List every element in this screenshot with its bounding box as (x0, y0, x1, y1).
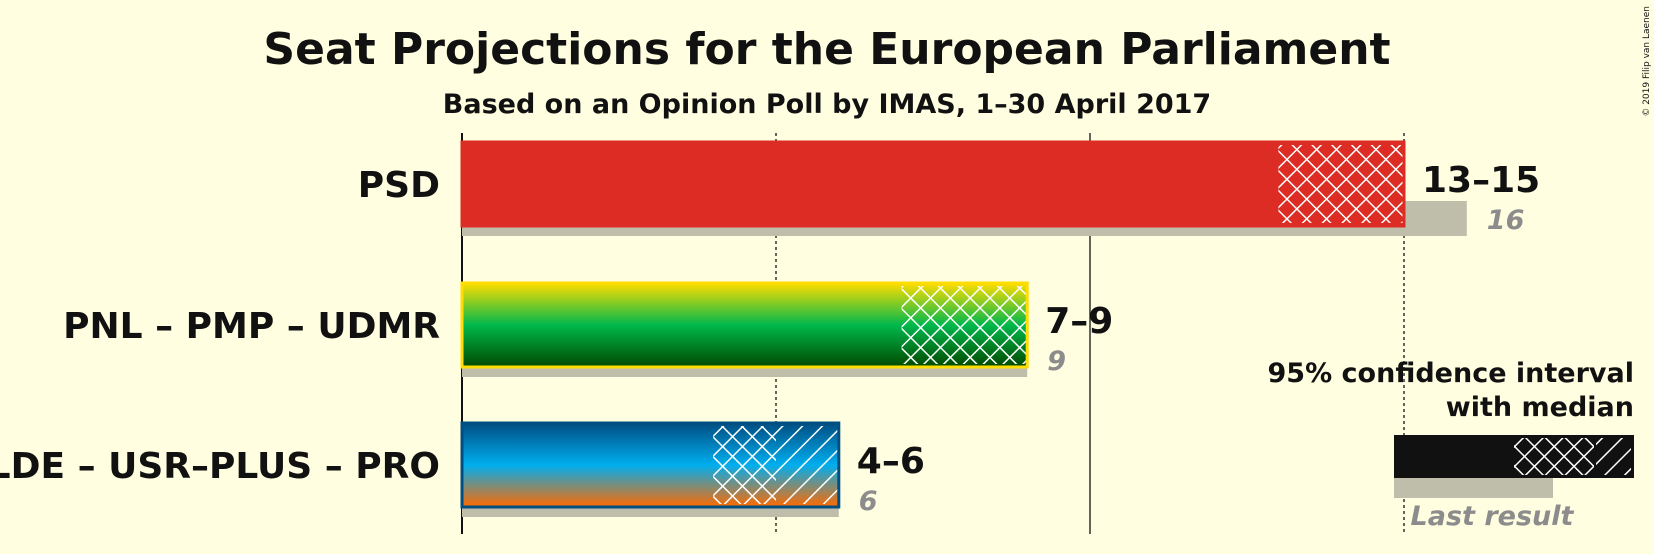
ci-lower-segment (901, 286, 1028, 364)
legend-title-line2: with median (1446, 392, 1634, 423)
chart-subtitle: Based on an Opinion Poll by IMAS, 1–30 A… (443, 89, 1211, 120)
legend: 95% confidence interval with median Last… (1268, 358, 1634, 532)
legend-last-result-label: Last result (1411, 501, 1575, 532)
last-result-label: 16 (1487, 205, 1525, 236)
party-label: PSD (358, 165, 440, 206)
seat-projection-bar (462, 142, 1404, 226)
party-label: ALDE – USR–PLUS – PRO (0, 446, 440, 487)
ci-lower-segment (1278, 145, 1404, 223)
last-result-label: 6 (859, 486, 878, 517)
seat-range-label: 4–6 (857, 441, 925, 482)
seat-range-label: 7–9 (1045, 301, 1113, 342)
bar-outline (460, 140, 1406, 228)
seat-range-label: 13–15 (1422, 160, 1540, 201)
party-label: PNL – PMP – UDMR (63, 306, 440, 347)
copyright-note: © 2019 Filip van Laenen (1642, 6, 1652, 117)
legend-title-line1: 95% confidence interval (1268, 358, 1634, 389)
legend-ci-lower-swatch (1514, 438, 1594, 475)
bar-outline (460, 281, 1029, 369)
bar-outline (460, 421, 841, 509)
last-result-label: 9 (1047, 346, 1066, 377)
ci-upper-segment (776, 426, 839, 504)
chart-title: Seat Projections for the European Parlia… (263, 24, 1390, 75)
ci-lower-segment (713, 426, 776, 504)
legend-ci-upper-swatch (1596, 438, 1631, 475)
